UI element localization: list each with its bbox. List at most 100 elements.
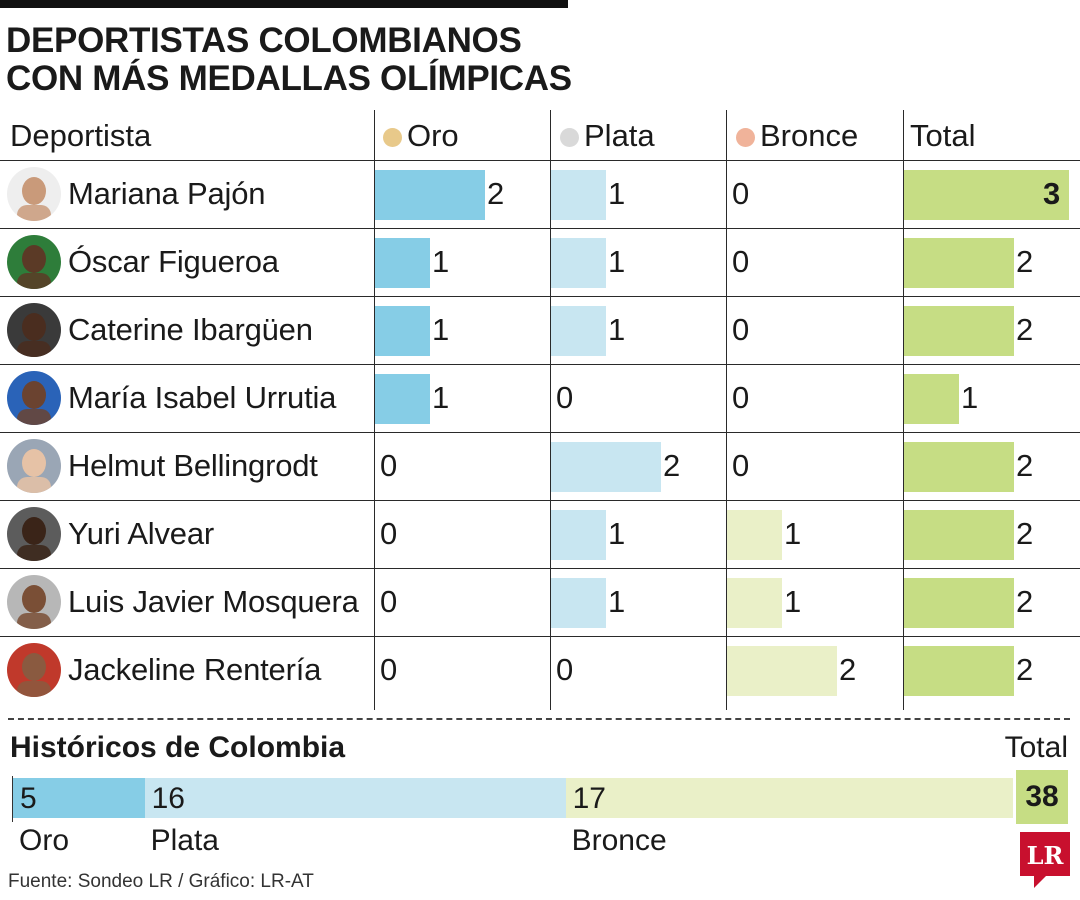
total-value: 1 (961, 380, 979, 415)
bronze-value: 0 (732, 244, 750, 279)
header-bronze-label: Bronce (760, 118, 859, 153)
gold-value: 0 (380, 584, 398, 619)
summary-segment-bronce (565, 778, 1013, 818)
silver-value: 1 (608, 244, 626, 279)
header-gold: Oro (383, 112, 459, 160)
gold-value: 1 (432, 312, 450, 347)
summary-value-oro: 5 (20, 782, 37, 815)
total-value: 2 (1016, 448, 1034, 483)
lr-logo-text: LR (1027, 841, 1065, 870)
section-divider (8, 718, 1070, 720)
silver-bar (551, 170, 606, 220)
header-bronze: Bronce (736, 112, 858, 160)
total-value: 2 (1016, 584, 1034, 619)
total-bar (904, 578, 1014, 628)
total-bar (904, 306, 1014, 356)
bronze-value: 1 (784, 516, 802, 551)
athlete-name: Jackeline Rentería (68, 652, 322, 687)
gold-value: 1 (432, 244, 450, 279)
gold-value: 0 (380, 516, 398, 551)
silver-value: 0 (556, 380, 574, 415)
summary-axis-tick (12, 776, 13, 822)
avatar (7, 507, 61, 561)
header-silver-label: Plata (584, 118, 655, 153)
gold-bar (375, 306, 430, 356)
avatar (7, 235, 61, 289)
title-line-2: CON MÁS MEDALLAS OLÍMPICAS (6, 59, 572, 98)
silver-value: 1 (608, 176, 626, 211)
summary-total-value: 38 (1016, 770, 1068, 824)
total-value: 2 (1016, 312, 1034, 347)
silver-dot-icon (560, 128, 579, 147)
athlete-name: Óscar Figueroa (68, 244, 279, 279)
column-divider (726, 110, 727, 710)
gold-bar (375, 374, 430, 424)
header-total: Total (910, 118, 976, 153)
summary-label-oro: Oro (19, 824, 70, 857)
silver-bar (551, 238, 606, 288)
bronze-value: 2 (839, 652, 857, 687)
header-gold-label: Oro (407, 118, 459, 153)
bronze-value: 0 (732, 380, 750, 415)
gold-value: 0 (380, 652, 398, 687)
summary-segment-plata (144, 778, 566, 818)
summary-label-plata: Plata (150, 824, 219, 857)
silver-bar (551, 578, 606, 628)
summary-label-bronce: Bronce (571, 824, 667, 857)
avatar (7, 643, 61, 697)
summary-value-bronce: 17 (572, 782, 606, 815)
avatar (7, 167, 61, 221)
row-divider (0, 296, 1080, 297)
silver-bar (551, 510, 606, 560)
gold-value: 0 (380, 448, 398, 483)
athlete-name: Mariana Pajón (68, 176, 266, 211)
athlete-name: Luis Javier Mosquera (68, 584, 359, 619)
header-silver: Plata (560, 112, 655, 160)
summary-segment-oro (13, 778, 145, 818)
athlete-name: Yuri Alvear (68, 516, 214, 551)
bronze-bar (727, 578, 782, 628)
avatar (7, 303, 61, 357)
silver-value: 1 (608, 584, 626, 619)
header-athlete: Deportista (10, 118, 152, 153)
title-line-1: DEPORTISTAS COLOMBIANOS (6, 21, 522, 60)
row-divider (0, 568, 1080, 569)
avatar (7, 439, 61, 493)
bronze-value: 0 (732, 176, 750, 211)
row-divider (0, 160, 1080, 161)
bronze-value: 1 (784, 584, 802, 619)
column-divider (550, 110, 551, 710)
gold-dot-icon (383, 128, 402, 147)
silver-value: 0 (556, 652, 574, 687)
total-bar (904, 442, 1014, 492)
row-divider (0, 500, 1080, 501)
silver-bar (551, 306, 606, 356)
bronze-bar (727, 646, 837, 696)
silver-value: 1 (608, 312, 626, 347)
silver-value: 1 (608, 516, 626, 551)
bronze-value: 0 (732, 312, 750, 347)
total-value: 2 (1016, 244, 1034, 279)
total-value: 2 (1016, 516, 1034, 551)
gold-bar (375, 170, 485, 220)
total-value: 2 (1016, 652, 1034, 687)
top-bar (0, 0, 568, 8)
total-bar (904, 510, 1014, 560)
avatar (7, 371, 61, 425)
chart-title: DEPORTISTAS COLOMBIANOS CON MÁS MEDALLAS… (6, 22, 572, 98)
gold-bar (375, 238, 430, 288)
avatar (7, 575, 61, 629)
row-divider (0, 432, 1080, 433)
bronze-value: 0 (732, 448, 750, 483)
lr-logo-icon: LR (1020, 832, 1070, 895)
total-bar (904, 646, 1014, 696)
row-divider (0, 364, 1080, 365)
gold-value: 1 (432, 380, 450, 415)
row-divider (0, 636, 1080, 637)
row-divider (0, 228, 1080, 229)
silver-value: 2 (663, 448, 681, 483)
athlete-name: Helmut Bellingrodt (68, 448, 318, 483)
column-divider (374, 110, 375, 710)
summary-value-plata: 16 (151, 782, 185, 815)
summary-title: Históricos de Colombia (10, 731, 346, 764)
